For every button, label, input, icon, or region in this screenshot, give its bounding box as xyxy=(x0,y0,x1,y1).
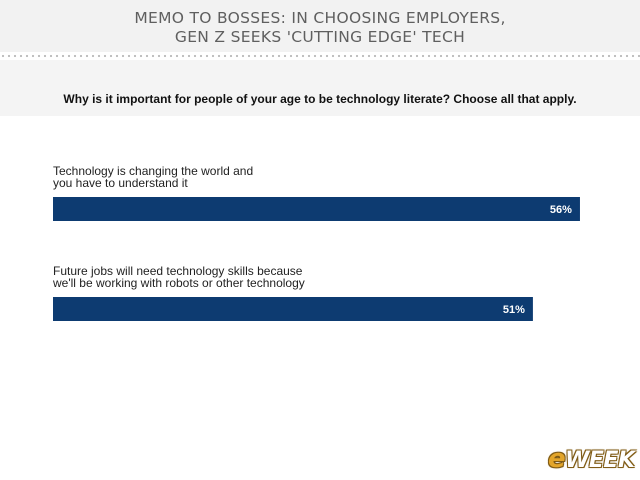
bar-1 xyxy=(53,197,580,221)
bar-2 xyxy=(53,297,533,321)
eweek-logo: eWEEK xyxy=(548,444,635,474)
value-label-2: 51% xyxy=(503,304,525,316)
header-band xyxy=(0,0,640,52)
page-title-line-1: MEMO TO BOSSES: IN CHOOSING EMPLOYERS, xyxy=(134,9,506,27)
dotted-divider xyxy=(0,54,640,58)
value-label-1: 56% xyxy=(550,204,572,216)
question-band xyxy=(0,60,640,116)
page-title: MEMO TO BOSSES: IN CHOOSING EMPLOYERS, G… xyxy=(0,9,640,47)
page-title-line-2: GEN Z SEEKS 'CUTTING EDGE' TECH xyxy=(174,28,466,46)
chart-question: Why is it important for people of your a… xyxy=(63,92,577,106)
category-label-2-line-2: we'll be working with robots or other te… xyxy=(52,276,305,290)
category-label-1-line-1: Technology is changing the world and xyxy=(53,164,253,178)
category-label-2-line-1: Future jobs will need technology skills … xyxy=(53,264,303,278)
category-label-1-line-2: you have to understand it xyxy=(53,176,188,190)
